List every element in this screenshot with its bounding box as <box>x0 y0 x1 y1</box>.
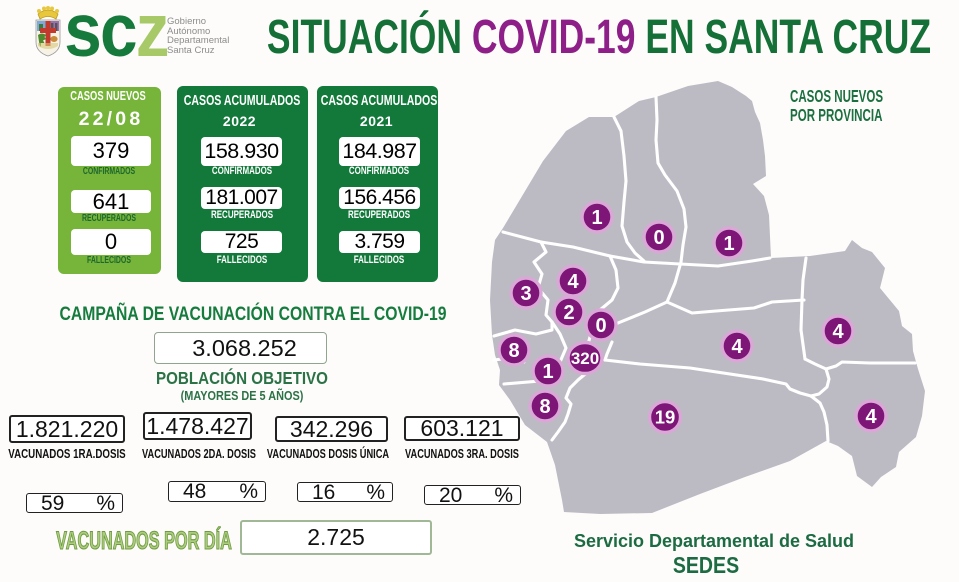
svg-text:8: 8 <box>539 396 550 418</box>
svg-text:1: 1 <box>542 361 553 383</box>
svg-text:3: 3 <box>520 283 531 305</box>
svg-text:0: 0 <box>653 227 664 249</box>
svg-text:1: 1 <box>723 233 734 255</box>
svg-text:0: 0 <box>595 315 606 337</box>
svg-text:4: 4 <box>731 336 743 358</box>
svg-text:4: 4 <box>865 406 877 428</box>
svg-text:1: 1 <box>591 207 602 229</box>
svg-text:4: 4 <box>567 271 579 293</box>
svg-text:19: 19 <box>655 407 676 428</box>
svg-text:2: 2 <box>563 302 574 324</box>
svg-text:4: 4 <box>832 321 844 343</box>
svg-text:320: 320 <box>571 349 599 368</box>
svg-text:8: 8 <box>508 340 519 362</box>
